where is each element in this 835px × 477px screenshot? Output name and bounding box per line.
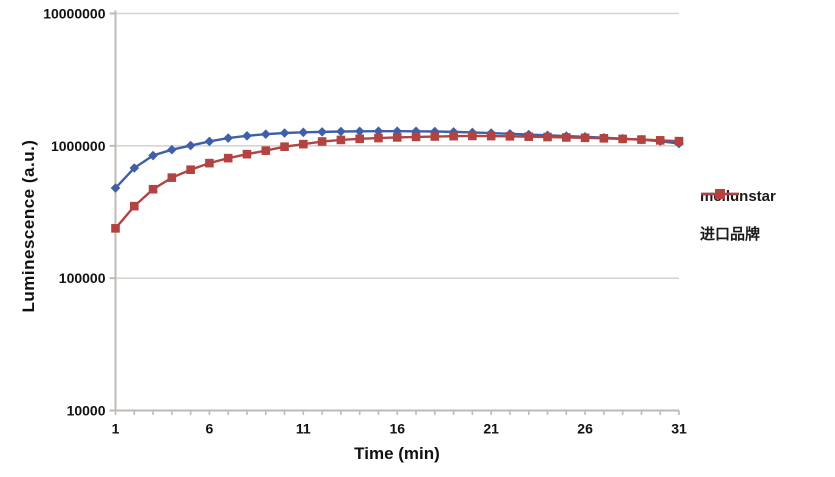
x-tick-label: 16 (389, 421, 405, 437)
data-point-diamond (223, 133, 233, 143)
data-point-square (449, 131, 458, 141)
x-tick-label: 11 (296, 421, 311, 437)
y-tick-label: 10000 (67, 403, 106, 419)
data-point-diamond (298, 127, 309, 138)
data-point-diamond (148, 150, 158, 161)
data-point-diamond (430, 126, 440, 137)
data-point-square (223, 153, 233, 163)
data-point-diamond (129, 163, 140, 173)
data-point-square (392, 133, 402, 142)
data-point-square (336, 135, 346, 145)
data-point-square (468, 131, 477, 141)
data-point-square (562, 133, 571, 142)
data-point-diamond (411, 126, 421, 137)
data-point-square (280, 142, 289, 152)
data-point-square (111, 224, 120, 233)
data-point-square (637, 135, 646, 144)
y-tick-label: 100000 (59, 270, 106, 286)
x-tick-label: 21 (483, 421, 499, 437)
series-line-1 (114, 134, 680, 230)
data-point-square (599, 134, 609, 143)
data-point-diamond (373, 126, 384, 136)
data-point-square (355, 134, 364, 144)
data-point-square (411, 132, 421, 142)
data-point-square (261, 146, 271, 155)
data-point-square (618, 134, 627, 144)
data-point-square (430, 132, 440, 141)
data-point-diamond (354, 126, 365, 137)
data-point-diamond (317, 127, 327, 137)
data-point-diamond (392, 126, 403, 136)
data-point-square (674, 136, 684, 146)
x-tick-label: 6 (206, 421, 214, 437)
x-axis-title: Time (min) (354, 444, 440, 463)
data-point-diamond (185, 140, 196, 151)
data-point-square (205, 158, 214, 168)
data-point-square (148, 184, 158, 194)
data-point-diamond (336, 126, 346, 137)
x-tick-label: 26 (577, 421, 593, 437)
data-point-square (524, 132, 534, 141)
x-tick-label: 31 (671, 421, 687, 437)
data-point-square (242, 149, 252, 159)
y-tick-label: 10000000 (43, 6, 106, 22)
data-point-square (486, 131, 496, 141)
data-point-square (655, 136, 665, 145)
data-point-square (317, 137, 327, 146)
data-point-square (299, 139, 308, 149)
data-point-square (129, 201, 139, 211)
data-point-diamond (167, 144, 177, 155)
legend-label-imported-brand: 进口品牌 (700, 226, 761, 243)
y-axis-title: Luminescence (a.u.) (19, 139, 38, 313)
data-point-square (505, 132, 515, 141)
y-tick-label: 1000000 (51, 138, 106, 154)
data-point-square (543, 132, 552, 142)
data-point-square (580, 133, 590, 143)
data-point-diamond (242, 131, 252, 141)
data-point-diamond (110, 183, 121, 193)
data-point-square (186, 165, 195, 175)
imported-brand-series-swatch-icon (701, 189, 739, 199)
data-point-square (167, 173, 177, 182)
x-tick-label: 1 (112, 421, 120, 437)
data-point-diamond (279, 128, 290, 138)
data-point-square (374, 133, 383, 143)
data-point-diamond (260, 129, 271, 139)
legend-item-imported-brand: 进口品牌 (700, 189, 835, 244)
data-point-diamond (204, 136, 215, 147)
legend: meilunstar 进口品牌 (700, 188, 835, 244)
